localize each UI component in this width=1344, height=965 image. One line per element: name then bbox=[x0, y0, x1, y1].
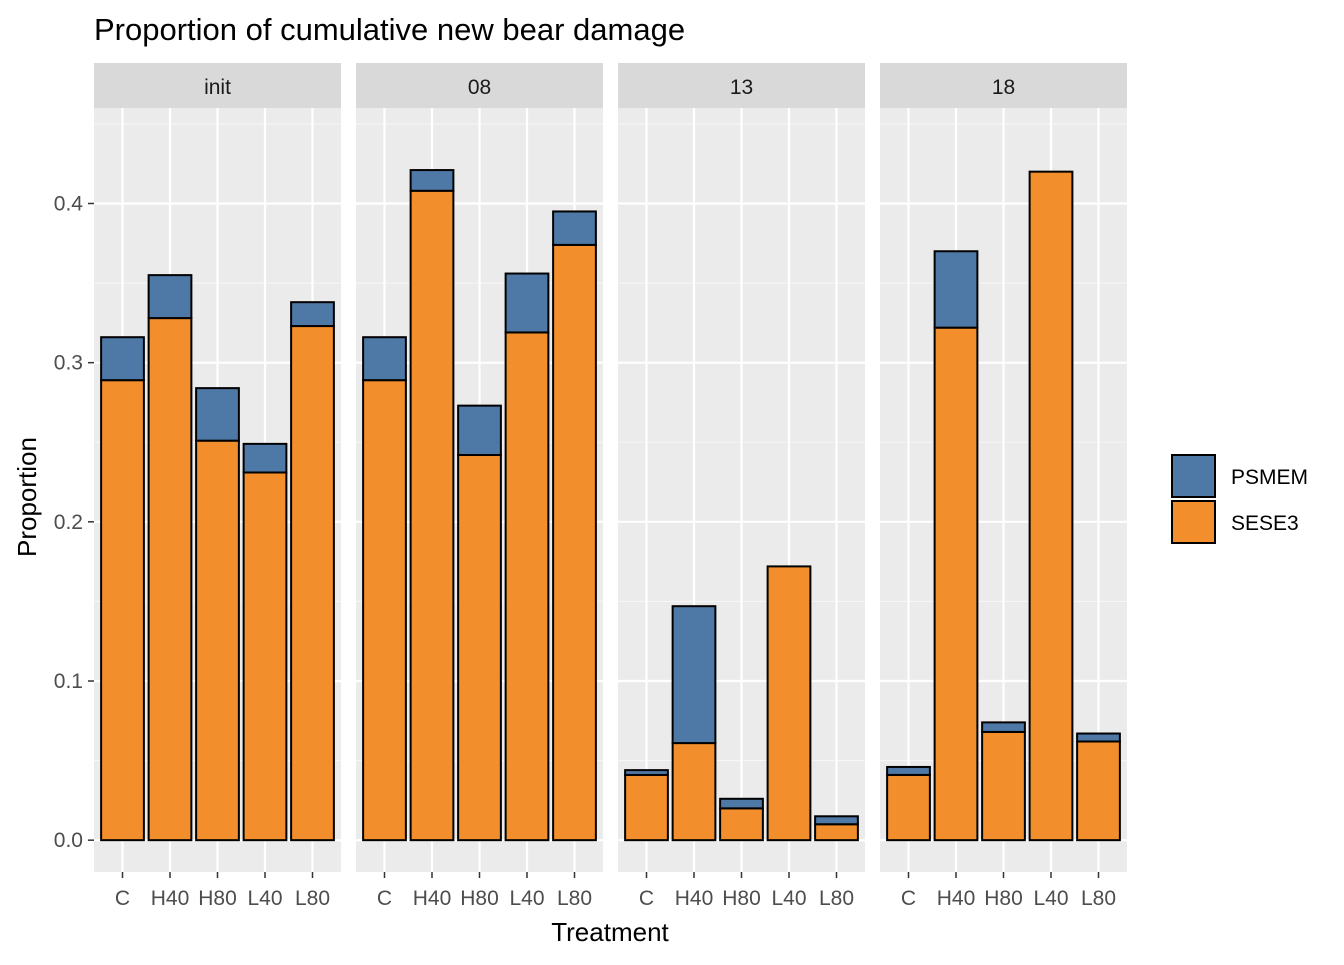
x-tick-label: H40 bbox=[937, 887, 976, 910]
bar-psmem bbox=[457, 404, 502, 456]
bar-psmem bbox=[933, 250, 979, 329]
bar-psmem bbox=[886, 765, 931, 776]
facet-strip bbox=[880, 63, 1127, 108]
bar-sese3 bbox=[1076, 740, 1121, 842]
x-tick-label: H40 bbox=[151, 887, 190, 910]
bar-sese3 bbox=[409, 189, 455, 842]
bar-psmem bbox=[290, 301, 335, 328]
bar-sese3 bbox=[766, 565, 812, 842]
facet-strip bbox=[94, 63, 341, 108]
bar-sese3 bbox=[242, 471, 288, 842]
facet-strip-label: 18 bbox=[992, 76, 1015, 99]
bar-psmem bbox=[504, 272, 550, 334]
x-tick-label: H80 bbox=[198, 887, 237, 910]
bar-psmem bbox=[147, 274, 193, 320]
x-tick-label: H80 bbox=[722, 887, 761, 910]
bar-sese3 bbox=[886, 773, 931, 842]
legend-item: SESE3 bbox=[1171, 500, 1299, 544]
bar-psmem bbox=[195, 387, 240, 442]
facet-panel: 13 C H40 H80 L40 L80 bbox=[618, 63, 865, 910]
facet-strip-label: 13 bbox=[730, 76, 753, 99]
bar-sese3 bbox=[290, 325, 335, 842]
bar-sese3 bbox=[933, 326, 979, 842]
bar-sese3 bbox=[1028, 170, 1074, 842]
facet-panel: 18 C H40 H80 L40 L80 bbox=[880, 63, 1127, 910]
legend-swatch bbox=[1171, 454, 1216, 498]
bar-psmem bbox=[981, 721, 1026, 733]
x-tick-label: H40 bbox=[413, 887, 452, 910]
legend-label: SESE3 bbox=[1231, 512, 1299, 535]
y-tick-label: 0.4 bbox=[54, 193, 84, 216]
bar-psmem bbox=[814, 815, 859, 826]
x-tick-label: H40 bbox=[675, 887, 714, 910]
bar-sese3 bbox=[671, 742, 717, 842]
facet-strip-label: init bbox=[204, 76, 231, 99]
x-tick-label: L80 bbox=[295, 887, 330, 910]
x-tick-label: C bbox=[377, 887, 392, 910]
bar-sese3 bbox=[814, 823, 859, 842]
facet-panel: init C H40 H80 L40 L80 bbox=[94, 63, 341, 910]
facet-panel: 08 C H40 H80 L40 L80 bbox=[356, 63, 603, 910]
x-tick-label: H80 bbox=[984, 887, 1023, 910]
bar-sese3 bbox=[457, 453, 502, 842]
bar-sese3 bbox=[719, 807, 764, 842]
x-tick-label: H80 bbox=[460, 887, 499, 910]
x-tick-label: C bbox=[115, 887, 130, 910]
chart-title: Proportion of cumulative new bear damage bbox=[94, 12, 685, 47]
bar-psmem bbox=[1076, 732, 1121, 743]
legend-swatch bbox=[1171, 500, 1216, 544]
bar-psmem bbox=[100, 336, 145, 382]
y-tick-label: 0.0 bbox=[54, 829, 83, 852]
legend: PSMEM SESE3 bbox=[1171, 454, 1308, 544]
bar-sese3 bbox=[552, 243, 597, 842]
legend-label: PSMEM bbox=[1231, 466, 1308, 489]
bar-sese3 bbox=[981, 730, 1026, 842]
bar-psmem bbox=[719, 797, 764, 810]
y-tick-label: 0.1 bbox=[54, 670, 83, 693]
x-tick-label: L80 bbox=[557, 887, 592, 910]
bar-psmem bbox=[671, 605, 717, 745]
facet-strip-label: 08 bbox=[468, 76, 491, 99]
x-tick-label: L40 bbox=[1033, 887, 1068, 910]
bar-psmem bbox=[552, 210, 597, 246]
bar-psmem bbox=[362, 336, 407, 382]
x-tick-label: C bbox=[639, 887, 654, 910]
facet-strip bbox=[356, 63, 603, 108]
bar-sese3 bbox=[504, 331, 550, 842]
x-tick-label: L80 bbox=[1081, 887, 1116, 910]
bar-sese3 bbox=[362, 379, 407, 842]
x-tick-label: C bbox=[901, 887, 916, 910]
legend-item: PSMEM bbox=[1171, 454, 1308, 498]
bar-sese3 bbox=[147, 317, 193, 842]
facet-strip bbox=[618, 63, 865, 108]
bar-psmem bbox=[624, 769, 669, 776]
x-tick-label: L40 bbox=[247, 887, 282, 910]
bar-sese3 bbox=[100, 379, 145, 842]
bar-sese3 bbox=[624, 773, 669, 842]
bar-psmem bbox=[242, 442, 288, 474]
x-tick-label: L80 bbox=[819, 887, 854, 910]
y-tick-label: 0.3 bbox=[54, 352, 83, 375]
x-tick-label: L40 bbox=[509, 887, 544, 910]
x-axis-title: Treatment bbox=[551, 917, 669, 947]
y-axis-title: Proportion bbox=[12, 437, 42, 557]
bar-sese3 bbox=[195, 439, 240, 842]
y-tick-label: 0.2 bbox=[54, 511, 83, 534]
y-axis: 0.0 0.1 0.2 0.3 0.4 bbox=[54, 193, 94, 852]
bar-psmem bbox=[409, 169, 455, 192]
panels-layer: init C H40 H80 L40 L80 08 C H40 H80 L40 L80 13 C H40 H8… bbox=[94, 63, 1127, 910]
x-tick-label: L40 bbox=[771, 887, 806, 910]
